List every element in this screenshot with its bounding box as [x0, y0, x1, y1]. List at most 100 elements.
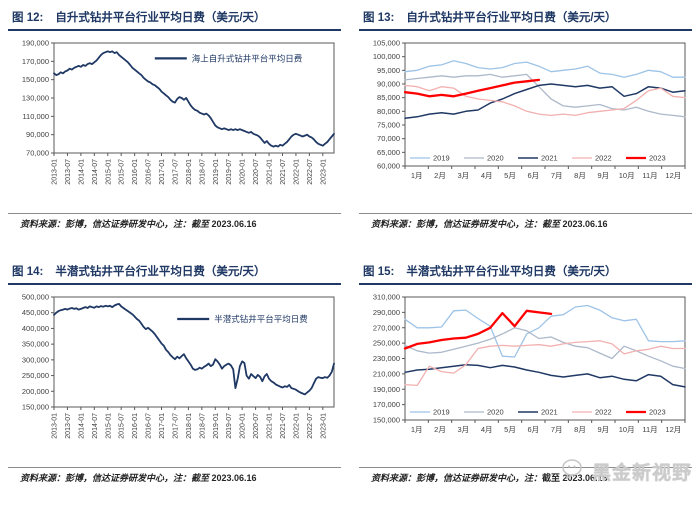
svg-text:90,000: 90,000 [377, 80, 400, 89]
svg-text:350,000: 350,000 [22, 340, 49, 349]
svg-text:2021-07: 2021-07 [280, 413, 287, 439]
svg-text:3月: 3月 [457, 171, 469, 180]
svg-text:2019-07: 2019-07 [226, 413, 233, 439]
svg-text:2015-01: 2015-01 [105, 413, 112, 439]
charts-grid: 图 12: 自升式钻井平台行业平均日费（美元/天） 70,000 90,000 110… [8, 6, 692, 484]
svg-text:2013-07: 2013-07 [65, 413, 72, 439]
svg-text:3月: 3月 [457, 425, 469, 434]
figure-title-text: 半潜式钻井平台行业平均日费（美元/天） [406, 266, 617, 278]
figure-title-13: 图 13: 自升式钻井平台行业平均日费（美元/天） [359, 6, 692, 31]
svg-text:5月: 5月 [504, 171, 516, 180]
svg-text:2020: 2020 [487, 408, 504, 417]
svg-text:60,000: 60,000 [377, 162, 400, 171]
svg-text:4月: 4月 [481, 171, 493, 180]
svg-text:2017-01: 2017-01 [159, 159, 166, 185]
svg-text:2020-01: 2020-01 [240, 413, 247, 439]
svg-text:2020-07: 2020-07 [253, 413, 260, 439]
figure-title-15: 图 15: 半潜式钻井平台行业平均日费（美元/天） [359, 260, 692, 285]
svg-text:450,000: 450,000 [22, 308, 49, 317]
fig15-line-chart: 150,000 170,000 190,000 210,000 230,000 250,0… [373, 293, 686, 434]
fig14-line-chart: 150,000 200,000 250,000 300,000 350,000 400,0… [22, 293, 335, 439]
svg-text:2021-07: 2021-07 [280, 159, 287, 185]
svg-text:70,000: 70,000 [26, 149, 49, 158]
svg-text:2014-07: 2014-07 [92, 413, 99, 439]
svg-text:11月: 11月 [642, 171, 657, 180]
svg-text:2019: 2019 [433, 408, 450, 417]
svg-text:2016-07: 2016-07 [146, 159, 153, 185]
svg-text:2018-07: 2018-07 [199, 159, 206, 185]
svg-text:2023: 2023 [649, 408, 666, 417]
svg-text:2017-07: 2017-07 [172, 159, 179, 185]
svg-text:80,000: 80,000 [377, 107, 400, 116]
svg-text:230,000: 230,000 [373, 354, 400, 363]
svg-text:130,000: 130,000 [22, 94, 49, 103]
source-text: 资料来源：彭博，信达证券研发中心，注：截至 [20, 219, 212, 229]
figure-title-12: 图 12: 自升式钻井平台行业平均日费（美元/天） [8, 6, 341, 31]
figure-title-text: 自升式钻井平台行业平均日费（美元/天） [55, 12, 266, 24]
svg-text:2020-01: 2020-01 [240, 159, 247, 185]
svg-text:2016-01: 2016-01 [132, 413, 139, 439]
svg-text:170,000: 170,000 [22, 57, 49, 66]
svg-text:65,000: 65,000 [377, 148, 400, 157]
chart-area-15: 150,000 170,000 190,000 210,000 230,000 250,0… [359, 285, 692, 467]
svg-text:1月: 1月 [411, 171, 423, 180]
chart-area-12: 70,000 90,000 110,000 130,000 150,000 170,000… [8, 31, 341, 213]
svg-text:2015-07: 2015-07 [119, 159, 126, 185]
svg-text:400,000: 400,000 [22, 324, 49, 333]
figure-panel-13: 图 13: 自升式钻井平台行业平均日费（美元/天） 60,000 65,000 70,… [359, 6, 692, 230]
svg-text:10月: 10月 [619, 171, 635, 180]
svg-text:95,000: 95,000 [377, 66, 400, 75]
svg-text:2018-01: 2018-01 [186, 159, 193, 185]
svg-text:2021: 2021 [541, 408, 558, 417]
svg-text:2022-07: 2022-07 [307, 159, 314, 185]
svg-text:12月: 12月 [665, 171, 681, 180]
source-note-15: 资料来源：彭博，信达证券研发中心，注：截至 2023.06.16 [359, 467, 692, 484]
svg-text:75,000: 75,000 [377, 121, 400, 130]
svg-text:2013-01: 2013-01 [52, 413, 59, 439]
svg-text:250,000: 250,000 [22, 371, 49, 380]
svg-text:2017-01: 2017-01 [159, 413, 166, 439]
svg-text:12月: 12月 [665, 425, 681, 434]
figure-panel-12: 图 12: 自升式钻井平台行业平均日费（美元/天） 70,000 90,000 110… [8, 6, 341, 230]
source-note-12: 资料来源：彭博，信达证券研发中心，注：截至 2023.06.16 [8, 213, 341, 230]
svg-text:海上自升式钻井平台平均日费: 海上自升式钻井平台平均日费 [192, 53, 303, 63]
svg-text:2017-07: 2017-07 [172, 413, 179, 439]
svg-text:200,000: 200,000 [22, 387, 49, 396]
svg-text:2014-01: 2014-01 [78, 159, 85, 185]
svg-text:2023: 2023 [649, 154, 666, 163]
svg-text:6月: 6月 [527, 171, 539, 180]
svg-text:2014-01: 2014-01 [78, 413, 85, 439]
source-text: 资料来源：彭博，信达证券研发中心，注：截至 [20, 473, 212, 483]
svg-text:10月: 10月 [619, 425, 635, 434]
figure-panel-14: 图 14: 半潜式钻井平台行业平均日费（美元/天） 150,000 200,000 2… [8, 260, 341, 484]
chart-area-13: 60,000 65,000 70,000 75,000 80,000 85,000 90,0… [359, 31, 692, 213]
svg-text:90,000: 90,000 [26, 130, 49, 139]
svg-text:2022-01: 2022-01 [293, 413, 300, 439]
svg-text:2020: 2020 [487, 154, 504, 163]
svg-text:2022-07: 2022-07 [307, 413, 314, 439]
svg-text:290,000: 290,000 [373, 308, 400, 317]
svg-text:7月: 7月 [551, 425, 563, 434]
svg-text:2016-01: 2016-01 [132, 159, 139, 185]
svg-text:4月: 4月 [481, 425, 493, 434]
svg-text:70,000: 70,000 [377, 134, 400, 143]
svg-text:5月: 5月 [504, 425, 516, 434]
svg-text:2019-07: 2019-07 [226, 159, 233, 185]
source-note-13: 资料来源：彭博，信达证券研发中心，注：截至 2023.06.16 [359, 213, 692, 230]
figure-title-text: 自升式钻井平台行业平均日费（美元/天） [406, 12, 617, 24]
source-text: 资料来源：彭博，信达证券研发中心，注： [371, 473, 543, 483]
svg-text:半潜式钻井平台平均日费: 半潜式钻井平台平均日费 [214, 314, 308, 324]
chart-area-14: 150,000 200,000 250,000 300,000 350,000 400,0… [8, 285, 341, 467]
svg-text:2月: 2月 [434, 425, 446, 434]
svg-text:105,000: 105,000 [373, 39, 400, 48]
svg-text:8月: 8月 [574, 171, 586, 180]
svg-text:9月: 9月 [597, 171, 609, 180]
svg-text:8月: 8月 [574, 425, 586, 434]
svg-text:1月: 1月 [411, 425, 423, 434]
svg-text:150,000: 150,000 [373, 416, 400, 425]
source-date: 2023.06.16 [211, 219, 257, 229]
svg-text:2014-07: 2014-07 [92, 159, 99, 185]
figure-number: 图 15: [363, 266, 395, 278]
svg-text:210,000: 210,000 [373, 369, 400, 378]
